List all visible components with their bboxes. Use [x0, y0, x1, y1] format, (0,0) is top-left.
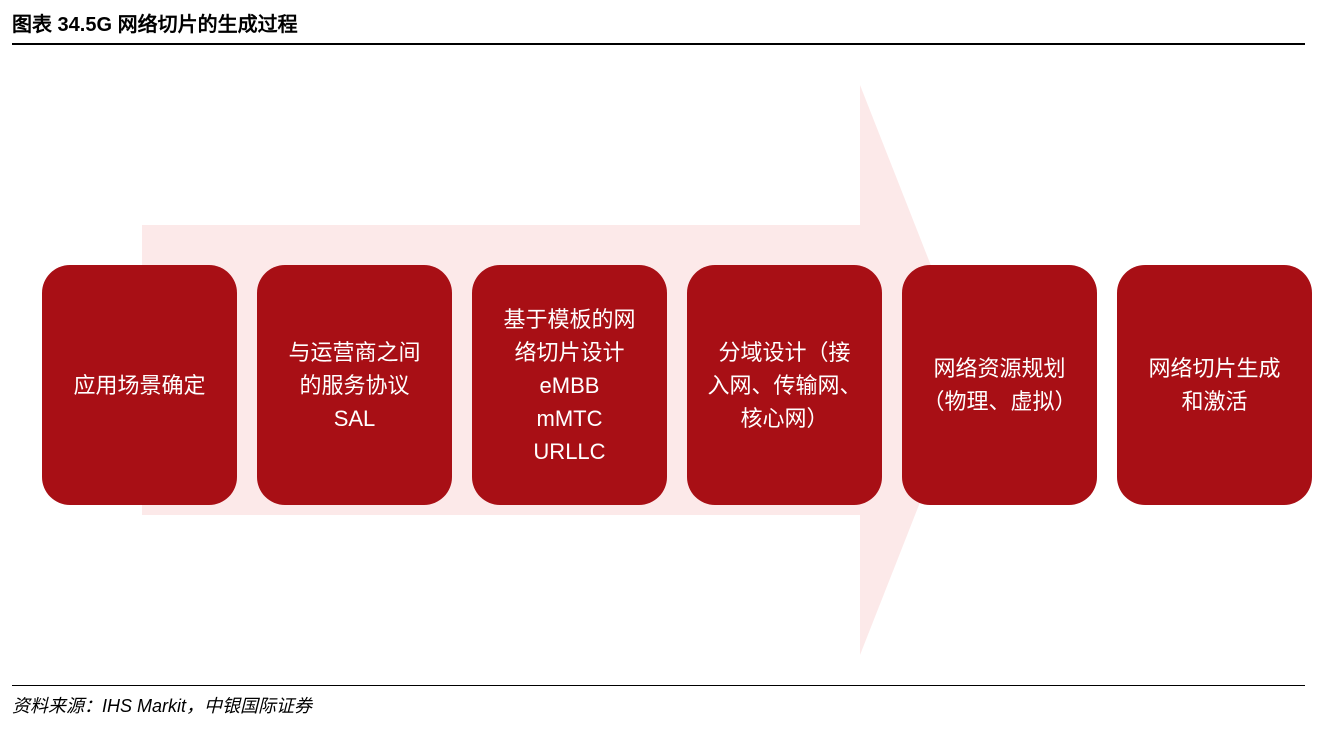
chart-title: 图表 34.5G 网络切片的生成过程: [12, 8, 1305, 45]
step-text: URLLC: [533, 435, 605, 468]
step-text: 和激活: [1181, 385, 1247, 418]
flow-step-3: 基于模板的网络切片设计eMBBmMTCURLLC: [472, 265, 667, 505]
flow-step-6: 网络切片生成和激活: [1117, 265, 1312, 505]
flow-step-1: 应用场景确定: [42, 265, 237, 505]
step-text: 与运营商之间: [288, 336, 420, 369]
step-text: mMTC: [537, 402, 603, 435]
step-text: 络切片设计: [514, 336, 624, 369]
step-text: 核心网）: [740, 402, 828, 435]
step-text: 基于模板的网: [503, 303, 635, 336]
flow-step-2: 与运营商之间的服务协议SAL: [257, 265, 452, 505]
step-text: eMBB: [540, 369, 600, 402]
step-text: 应用场景确定: [73, 369, 205, 402]
step-text: （物理、虚拟）: [922, 385, 1076, 418]
step-text: 分域设计（接: [718, 336, 850, 369]
step-text: 入网、传输网、: [707, 369, 861, 402]
step-text: 的服务协议: [299, 369, 409, 402]
step-text: 网络切片生成: [1148, 352, 1280, 385]
flow-steps: 应用场景确定与运营商之间的服务协议SAL基于模板的网络切片设计eMBBmMTCU…: [42, 265, 1312, 505]
flow-step-5: 网络资源规划（物理、虚拟）: [902, 265, 1097, 505]
step-text: SAL: [334, 402, 376, 435]
source-citation: 资料来源：IHS Markit，中银国际证券: [12, 685, 1305, 718]
flow-step-4: 分域设计（接入网、传输网、核心网）: [687, 265, 882, 505]
diagram-area: 应用场景确定与运营商之间的服务协议SAL基于模板的网络切片设计eMBBmMTCU…: [12, 55, 1305, 685]
step-text: 网络资源规划: [933, 352, 1065, 385]
